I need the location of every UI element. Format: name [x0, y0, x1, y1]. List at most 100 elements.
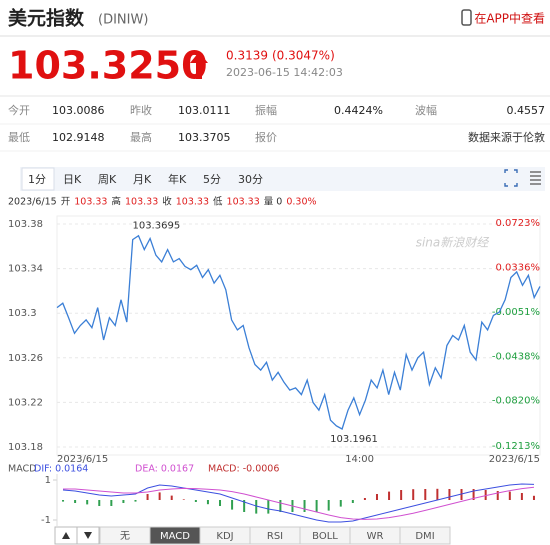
- down-icon: [84, 532, 92, 539]
- period-bar: [20, 167, 545, 191]
- macd-bar: [146, 494, 149, 500]
- info-item: 收: [162, 196, 172, 208]
- info-item: 103.33: [74, 197, 107, 208]
- macd-bar: [194, 500, 197, 502]
- stat-label: 报价: [255, 130, 277, 144]
- period-tab[interactable]: 日K: [63, 173, 82, 186]
- macd-bar: [243, 500, 246, 512]
- y-tick-label: 103.26: [8, 353, 43, 364]
- data-source: 数据来源于伦敦: [468, 130, 545, 144]
- macd-bar: [532, 495, 535, 500]
- legend-entry: DIF: 0.0164: [34, 464, 88, 475]
- macd-bar: [122, 500, 125, 503]
- x-tick-label: 14:00: [345, 454, 374, 465]
- macd-bar: [98, 500, 101, 506]
- symbol-code: (DINIW): [98, 13, 148, 28]
- indicator-tab[interactable]: WR: [367, 531, 384, 542]
- macd-bar: [206, 500, 209, 505]
- macd-bar: [62, 500, 65, 502]
- stat-value: 103.0086: [52, 104, 105, 117]
- info-item: 103.33: [176, 197, 209, 208]
- y-tick-label: 103.22: [8, 397, 43, 408]
- macd-bar: [484, 490, 487, 500]
- stat-label: 振幅: [255, 103, 277, 117]
- macd-bar: [303, 500, 306, 512]
- price-line: [56, 234, 541, 430]
- macd-bar: [134, 500, 137, 502]
- change: 0.3139: [226, 49, 268, 63]
- max-label: 103.3695: [132, 221, 180, 232]
- info-item: 103.33: [125, 197, 158, 208]
- plot-frame: [56, 215, 541, 456]
- y-tick-label: 103.34: [8, 264, 43, 275]
- indicator-tab[interactable]: BOLL: [312, 531, 338, 542]
- y2-tick-label: -0.1213%: [492, 441, 540, 452]
- macd-bar: [86, 500, 89, 505]
- stat-value: 103.0111: [178, 104, 231, 117]
- stat-value: 103.3705: [178, 131, 231, 144]
- price: 103.3250: [8, 44, 208, 88]
- indicator-tab[interactable]: KDJ: [216, 531, 233, 542]
- macd-bar: [255, 500, 258, 514]
- period-tab[interactable]: 1分: [28, 173, 46, 186]
- stat-value: 0.4424%: [334, 104, 383, 117]
- macd-bar: [219, 500, 222, 506]
- stat-label: 最高: [130, 130, 152, 144]
- menu-icon[interactable]: [530, 171, 541, 185]
- macd-bar: [110, 500, 113, 506]
- stat-label: 今开: [8, 103, 30, 117]
- macd-bar: [231, 500, 234, 510]
- min-label: 103.1961: [330, 434, 378, 445]
- macd-bar: [520, 493, 523, 500]
- period-tab[interactable]: 周K: [98, 173, 117, 186]
- period-tab[interactable]: 30分: [238, 173, 263, 186]
- y-tick-label: 103.3: [8, 308, 37, 319]
- title: 美元指数: [8, 7, 85, 30]
- info-item: 量 0: [264, 197, 283, 208]
- period-tab[interactable]: 年K: [168, 172, 187, 186]
- macd-bar: [158, 492, 161, 500]
- period-tab[interactable]: 月K: [133, 173, 152, 186]
- indicator-line: [62, 483, 535, 523]
- y-tick-label: 1: [45, 475, 51, 486]
- indicator-tab[interactable]: RSI: [267, 531, 283, 542]
- macd-title: MACD: [8, 464, 36, 475]
- info-item: 高: [111, 196, 121, 208]
- active-tab[interactable]: [21, 167, 55, 191]
- y2-tick-label: -0.0438%: [492, 352, 540, 363]
- info-item: 开: [61, 197, 71, 208]
- period-tab[interactable]: 5分: [203, 173, 221, 186]
- stat-label: 昨收: [130, 103, 152, 117]
- macd-bar: [388, 491, 391, 500]
- y-tick-label: -1: [41, 515, 51, 526]
- indicator-tab[interactable]: DMI: [415, 531, 434, 542]
- macd-bar: [363, 498, 366, 500]
- x-tick-label: 2023/6/15: [489, 454, 540, 465]
- x-tick-label: 2023/6/15: [57, 454, 108, 465]
- stat-label: 波幅: [415, 104, 437, 117]
- indicator-tab[interactable]: 无: [120, 531, 130, 542]
- macd-bar: [182, 499, 185, 500]
- stat-label: 最低: [8, 131, 30, 144]
- phone-icon[interactable]: [461, 9, 472, 26]
- expand-icon[interactable]: [504, 169, 518, 187]
- app-link[interactable]: 在APP中查看: [474, 11, 545, 26]
- stat-value: 102.9148: [52, 131, 105, 144]
- macd-bar: [472, 489, 475, 500]
- up-arrow: [190, 52, 208, 79]
- macd-bar: [351, 500, 354, 503]
- indicator-tab-box[interactable]: [399, 526, 451, 545]
- change-percent: (0.3047%): [272, 49, 335, 63]
- y2-tick-label: 0.0336%: [496, 263, 541, 274]
- indicator-tab[interactable]: MACD: [160, 531, 190, 542]
- info-item: 低: [213, 196, 223, 208]
- macd-bar: [496, 491, 499, 500]
- macd-bar: [74, 500, 77, 503]
- legend-entry: DEA: 0.0167: [135, 464, 194, 475]
- y-tick-label: 103.38: [8, 219, 43, 230]
- indicator-line: [63, 486, 535, 520]
- y-tick-label: 103.18: [8, 442, 43, 453]
- macd-bar: [170, 495, 173, 500]
